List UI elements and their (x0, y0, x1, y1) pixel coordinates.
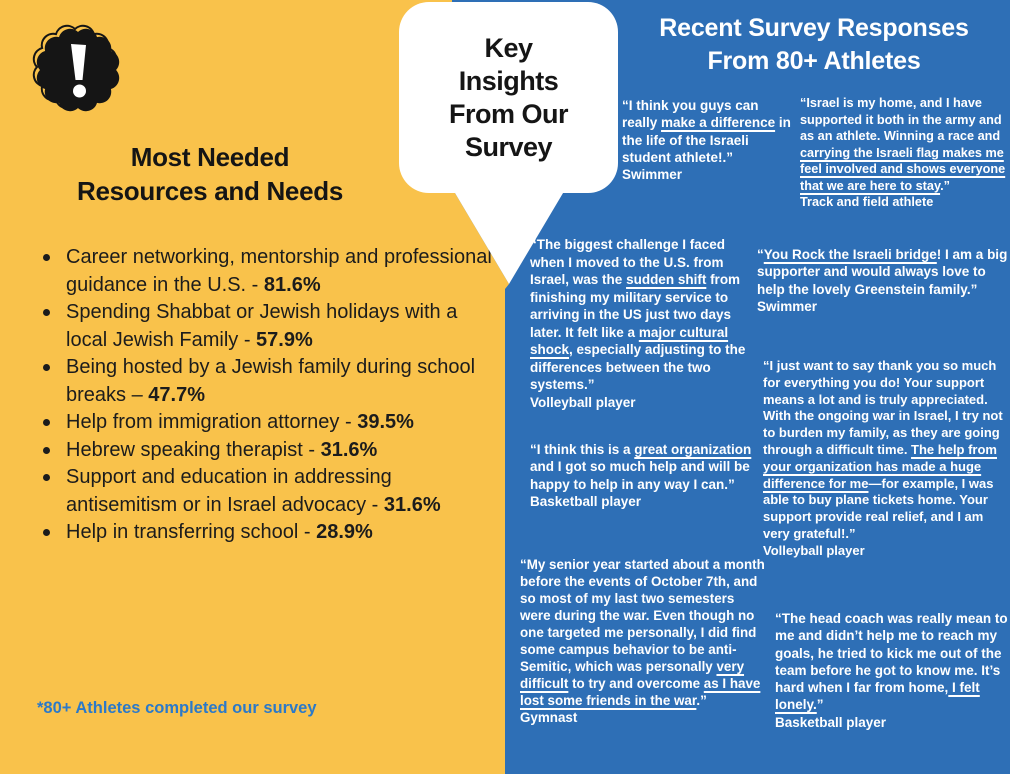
item-text: Being hosted by a Jewish family during s… (66, 356, 476, 406)
quote-attribution: Track and field athlete (800, 195, 934, 209)
quote-volleyball-2: “I just want to say thank you so much fo… (763, 358, 1010, 560)
right-panel-title: Recent Survey Responses From 80+ Athlete… (620, 12, 1008, 78)
left-panel-title: Most Needed Resources and Needs (40, 140, 380, 208)
quote-attribution: Gymnast (520, 710, 578, 725)
item-value: 31.6% (320, 438, 378, 461)
item-value: 31.6% (383, 493, 441, 516)
bubble-line-3: From Our (448, 98, 569, 129)
quote-track-and-field: “Israel is my home, and I have supported… (800, 95, 1008, 211)
quote-basketball-1: “I think this is a great organization an… (530, 441, 752, 510)
quote-text: “I think you guys can really make a diff… (622, 98, 791, 165)
quote-text: “The head coach was really mean to me an… (775, 611, 1008, 713)
quote-text: “Israel is my home, and I have supported… (800, 96, 1006, 193)
right-title-line-2: From 80+ Athletes (707, 47, 921, 75)
list-item: Career networking, mentorship and profes… (34, 244, 496, 299)
item-text: Career networking, mentorship and profes… (66, 246, 492, 296)
quote-attribution: Swimmer (622, 167, 683, 183)
quote-volleyball-1: “The biggest challenge I faced when I mo… (530, 236, 750, 411)
quote-text: “My senior year started about a month be… (520, 557, 765, 708)
list-item: Support and education in addressing anti… (34, 464, 496, 519)
list-item: Being hosted by a Jewish family during s… (34, 354, 496, 409)
quote-attribution: Volleyball player (763, 542, 865, 558)
quote-attribution: Swimmer (757, 298, 818, 314)
list-item: Help from immigration attorney - 39.5% (34, 409, 496, 437)
quote-text: “You Rock the Israeli bridge! I am a big… (757, 247, 1008, 297)
bubble-title: Key Insights From Our Survey (448, 32, 569, 164)
quote-gymnast: “My senior year started about a month be… (520, 556, 767, 726)
quote-text: “I just want to say thank you so much fo… (763, 358, 1003, 541)
item-text: Help in transferring school - (66, 521, 317, 543)
exclamation-dot (73, 84, 86, 98)
needs-list: Career networking, mentorship and profes… (34, 244, 496, 547)
item-value: 39.5% (357, 411, 414, 433)
item-text: Support and education in addressing anti… (66, 466, 392, 516)
list-item: Spending Shabbat or Jewish holidays with… (34, 299, 496, 354)
list-item: Hebrew speaking therapist - 31.6% (34, 437, 496, 465)
right-title-line-1: Recent Survey Responses (659, 14, 969, 42)
list-item: Help in transferring school - 28.9% (34, 519, 496, 547)
item-text: Hebrew speaking therapist - (66, 438, 321, 461)
item-value: 47.7% (148, 383, 205, 406)
bubble-line-2: Insights (458, 65, 559, 96)
item-text: Help from immigration attorney - (66, 411, 358, 433)
left-title-line-1: Most Needed (130, 142, 290, 172)
quote-attribution: Volleyball player (530, 394, 636, 410)
exclamation-bar (71, 44, 86, 80)
item-value: 81.6% (263, 273, 321, 296)
quote-text: “I think this is a great organization an… (530, 442, 752, 492)
item-value: 57.9% (256, 328, 313, 351)
quote-swimmer-1: “I think you guys can really make a diff… (622, 97, 797, 183)
quote-text: “The biggest challenge I faced when I mo… (530, 237, 746, 392)
quote-attribution: Basketball player (775, 714, 887, 730)
item-value: 28.9% (316, 521, 373, 543)
left-title-line-2: Resources and Needs (77, 176, 343, 206)
item-text: Spending Shabbat or Jewish holidays with… (66, 301, 458, 351)
key-insights-bubble: Key Insights From Our Survey (399, 2, 618, 193)
exclamation-seal-icon (32, 24, 120, 112)
quote-basketball-2: “The head coach was really mean to me an… (775, 610, 1010, 731)
quote-swimmer-2: “You Rock the Israeli bridge! I am a big… (757, 246, 1009, 315)
bubble-line-4: Survey (464, 131, 553, 162)
bubble-line-1: Key (484, 32, 533, 63)
survey-footnote: *80+ Athletes completed our survey (37, 699, 317, 717)
quote-attribution: Basketball player (530, 493, 642, 509)
